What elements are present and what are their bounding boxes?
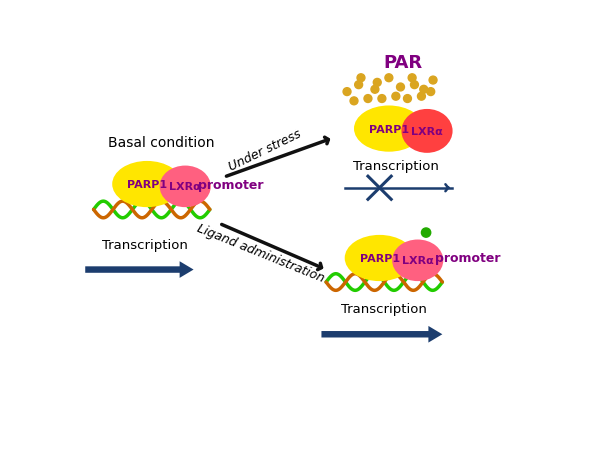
Circle shape [373, 79, 381, 87]
Ellipse shape [354, 106, 424, 152]
Text: Under stress: Under stress [226, 127, 303, 173]
Circle shape [371, 86, 379, 94]
Text: Basal condition: Basal condition [108, 136, 214, 150]
Circle shape [397, 84, 404, 92]
Text: PAR: PAR [383, 53, 422, 71]
Circle shape [427, 88, 434, 97]
Circle shape [343, 88, 351, 97]
Circle shape [357, 75, 365, 83]
Ellipse shape [160, 166, 211, 208]
FancyArrow shape [85, 262, 194, 278]
Circle shape [378, 96, 386, 103]
Circle shape [385, 75, 393, 83]
Circle shape [420, 86, 428, 94]
Text: Transcription: Transcription [102, 238, 188, 251]
Circle shape [404, 96, 412, 103]
Text: Transcription: Transcription [341, 303, 427, 316]
Circle shape [429, 77, 437, 85]
Ellipse shape [112, 161, 182, 208]
FancyArrow shape [322, 326, 442, 343]
Text: LXRα: LXRα [402, 256, 434, 266]
Text: PARP1: PARP1 [359, 253, 400, 263]
Text: LXRα: LXRα [411, 127, 443, 137]
Circle shape [410, 82, 418, 89]
Text: Transcription: Transcription [353, 160, 439, 173]
Ellipse shape [401, 110, 452, 153]
Circle shape [355, 82, 362, 89]
Ellipse shape [392, 240, 443, 281]
Ellipse shape [344, 235, 415, 281]
Text: promoter: promoter [436, 252, 501, 265]
Text: LXRα: LXRα [169, 182, 201, 192]
Circle shape [364, 96, 372, 103]
Text: PARP1: PARP1 [369, 124, 409, 134]
Text: PARP1: PARP1 [127, 179, 167, 189]
Circle shape [408, 75, 416, 83]
Circle shape [418, 93, 425, 101]
Circle shape [392, 93, 400, 101]
Circle shape [421, 229, 431, 238]
Text: Ligand administration: Ligand administration [196, 221, 326, 285]
Text: promoter: promoter [198, 178, 264, 191]
Circle shape [350, 98, 358, 106]
